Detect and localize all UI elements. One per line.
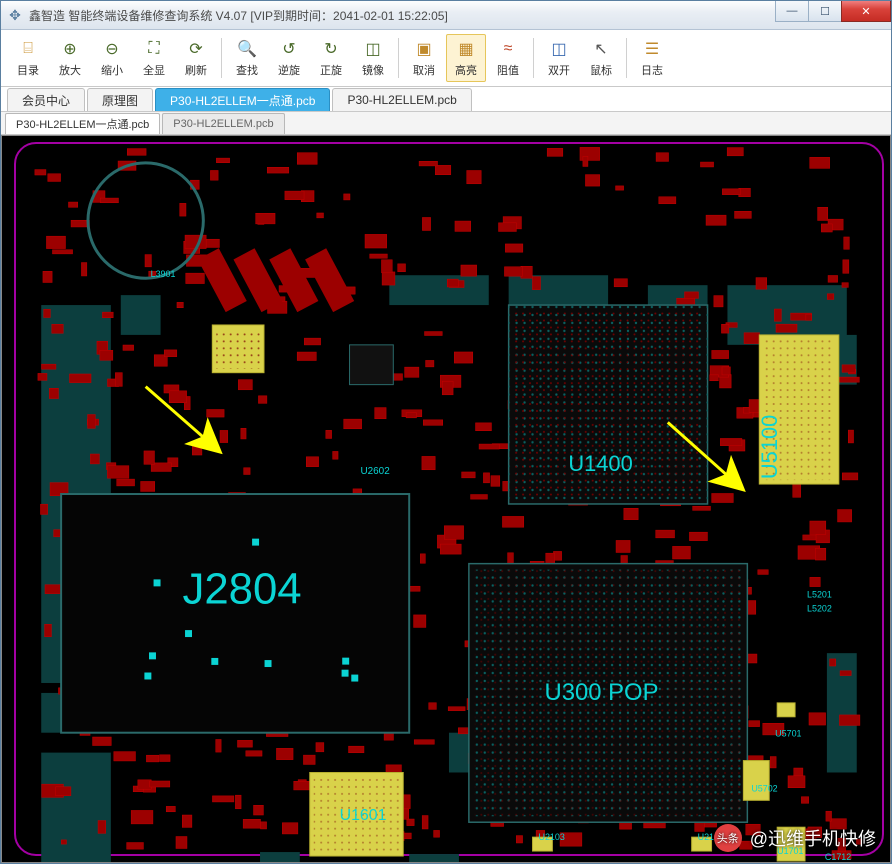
- window-title: 鑫智造 智能终端设备维修查询系统 V4.07 [VIP到期时间：2041-02-…: [29, 7, 448, 24]
- pcb-canvas[interactable]: J2804 U1400 U300 POP U5100 U1601 U2602 L3901 U5…: [1, 135, 891, 863]
- toolbar-label: 逆旋: [278, 62, 300, 78]
- cursor-icon: ↖: [594, 38, 607, 60]
- tab-pcb-alt[interactable]: P30-HL2ELLEM.pcb: [332, 88, 471, 111]
- cancel-button[interactable]: ▣ 取消: [404, 34, 444, 82]
- cancel-icon: ▣: [416, 38, 431, 60]
- svg-text:U1601: U1601: [340, 807, 387, 824]
- toolbar-label: 正旋: [320, 62, 342, 78]
- svg-text:U1400: U1400: [568, 451, 632, 476]
- svg-text:U2103: U2103: [538, 832, 564, 842]
- rotate-ccw-button[interactable]: ↺ 逆旋: [269, 34, 309, 82]
- toolbar-label: 目录: [17, 62, 39, 78]
- toolbar-label: 镜像: [362, 62, 384, 78]
- toolbar-label: 查找: [236, 62, 258, 78]
- app-icon: ✥: [7, 7, 23, 23]
- app-window: ✥ 鑫智造 智能终端设备维修查询系统 V4.07 [VIP到期时间：2041-0…: [0, 0, 892, 864]
- toolbar-label: 鼠标: [590, 62, 612, 78]
- toolbar-label: 全显: [143, 62, 165, 78]
- svg-text:C1712: C1712: [825, 852, 851, 862]
- highlight-icon: ▦: [458, 38, 473, 60]
- svg-text:J2804: J2804: [182, 564, 301, 613]
- toolbar-label: 刷新: [185, 62, 207, 78]
- maximize-button[interactable]: ☐: [808, 1, 842, 22]
- doc-tab-doc-alt[interactable]: P30-HL2ELLEM.pcb: [162, 113, 284, 134]
- tab-member-center[interactable]: 会员中心: [7, 88, 85, 111]
- doc-tab-doc-main[interactable]: P30-HL2ELLEM一点通.pcb: [5, 113, 160, 134]
- catalog-icon: ⌸: [23, 38, 33, 60]
- watermark-logo: 头条: [714, 824, 742, 852]
- close-button[interactable]: ✕: [841, 1, 891, 22]
- catalog-button[interactable]: ⌸ 目录: [8, 34, 48, 82]
- log-button[interactable]: ☰ 日志: [632, 34, 672, 82]
- resistance-button[interactable]: ≈ 阻值: [488, 34, 528, 82]
- tab-bar-upper: 会员中心原理图P30-HL2ELLEM一点通.pcbP30-HL2ELLEM.p…: [1, 87, 891, 112]
- dual-open-icon: ◫: [551, 38, 566, 60]
- fit-all-icon: ⛶: [148, 38, 159, 60]
- dual-open-button[interactable]: ◫ 双开: [539, 34, 579, 82]
- tab-pcb-main[interactable]: P30-HL2ELLEM一点通.pcb: [155, 88, 330, 111]
- tab-bar-lower: P30-HL2ELLEM一点通.pcbP30-HL2ELLEM.pcb: [1, 112, 891, 135]
- refresh-icon: ⟳: [189, 38, 202, 60]
- find-button[interactable]: 🔍 查找: [227, 34, 267, 82]
- window-controls: — ☐ ✕: [776, 1, 891, 22]
- toolbar-label: 缩小: [101, 62, 123, 78]
- svg-text:U5100: U5100: [757, 415, 782, 479]
- zoom-in-icon: ⊕: [63, 38, 76, 60]
- svg-text:U2602: U2602: [360, 466, 390, 477]
- fit-all-button[interactable]: ⛶ 全显: [134, 34, 174, 82]
- rotate-cw-icon: ↻: [324, 38, 337, 60]
- toolbar-label: 日志: [641, 62, 663, 78]
- svg-text:L3901: L3901: [151, 269, 176, 279]
- zoom-out-button[interactable]: ⊖ 缩小: [92, 34, 132, 82]
- svg-text:L5201: L5201: [807, 589, 832, 599]
- mirror-icon: ◫: [365, 38, 380, 60]
- rotate-ccw-icon: ↺: [282, 38, 295, 60]
- log-icon: ☰: [645, 38, 659, 60]
- find-icon: 🔍: [237, 38, 257, 60]
- watermark-text: @迅维手机快修: [750, 825, 876, 851]
- svg-text:U5702: U5702: [751, 783, 777, 793]
- refresh-button[interactable]: ⟳ 刷新: [176, 34, 216, 82]
- watermark: 头条 @迅维手机快修: [714, 824, 876, 852]
- tab-schematic[interactable]: 原理图: [87, 88, 153, 111]
- zoom-in-button[interactable]: ⊕ 放大: [50, 34, 90, 82]
- toolbar: ⌸ 目录 ⊕ 放大 ⊖ 缩小 ⛶ 全显 ⟳ 刷新 🔍 查找 ↺ 逆旋 ↻ 正旋 ◫ 镜像 ▣ 取消 ▦ 高亮 ≈ 阻值 ◫ 双开 ↖…: [1, 30, 891, 87]
- toolbar-label: 放大: [59, 62, 81, 78]
- resistance-icon: ≈: [504, 38, 513, 60]
- mirror-button[interactable]: ◫ 镜像: [353, 34, 393, 82]
- rotate-cw-button[interactable]: ↻ 正旋: [311, 34, 351, 82]
- pcb-render: J2804 U1400 U300 POP U5100 U1601 U2602 L3901 U5…: [2, 136, 890, 862]
- zoom-out-icon: ⊖: [105, 38, 118, 60]
- title-bar[interactable]: ✥ 鑫智造 智能终端设备维修查询系统 V4.07 [VIP到期时间：2041-0…: [1, 1, 891, 30]
- svg-text:L5202: L5202: [807, 603, 832, 613]
- toolbar-label: 阻值: [497, 62, 519, 78]
- highlight-button[interactable]: ▦ 高亮: [446, 34, 486, 82]
- toolbar-label: 双开: [548, 62, 570, 78]
- svg-text:U5701: U5701: [775, 729, 801, 739]
- toolbar-label: 高亮: [455, 62, 477, 78]
- minimize-button[interactable]: —: [775, 1, 809, 22]
- svg-text:U300 POP: U300 POP: [544, 679, 658, 706]
- cursor-button[interactable]: ↖ 鼠标: [581, 34, 621, 82]
- toolbar-label: 取消: [413, 62, 435, 78]
